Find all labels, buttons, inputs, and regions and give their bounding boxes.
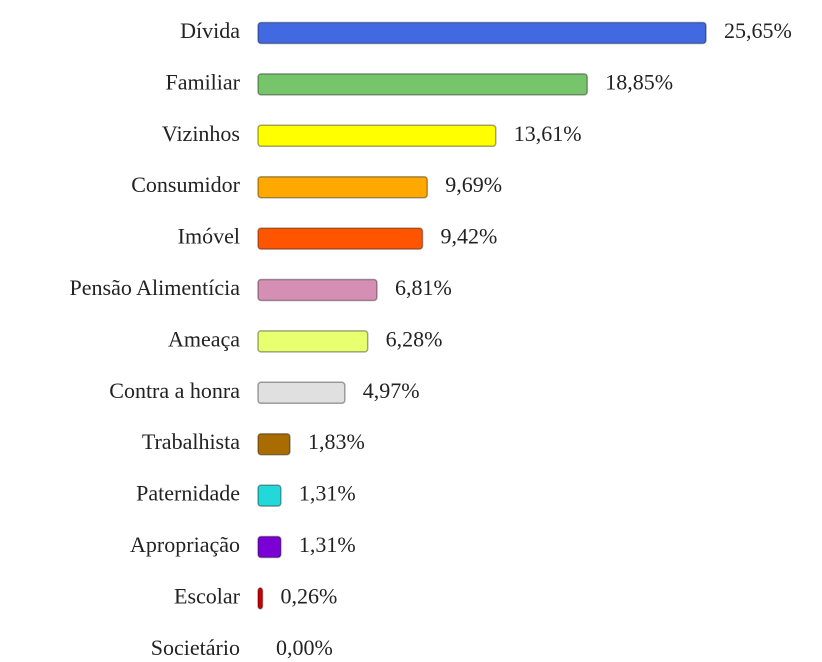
bar: [257, 21, 707, 45]
value-label: 13,61%: [514, 121, 582, 146]
value-label: 18,85%: [605, 69, 673, 94]
bar: [257, 175, 428, 199]
bar: [257, 432, 291, 456]
value-label: 9,69%: [445, 172, 502, 197]
category-label: Vizinhos: [162, 121, 240, 146]
bar: [257, 535, 282, 559]
category-label: Consumidor: [131, 172, 240, 197]
category-label: Apropriação: [130, 532, 240, 557]
category-label: Familiar: [165, 69, 240, 94]
category-label: Trabalhista: [142, 429, 240, 454]
value-label: 25,65%: [724, 18, 792, 43]
category-label: Dívida: [180, 18, 240, 43]
bar: [257, 73, 588, 96]
category-label: Paternidade: [136, 481, 240, 506]
bar: [257, 484, 282, 507]
value-label: 6,81%: [395, 275, 452, 300]
bar: [257, 587, 264, 610]
value-label: 1,31%: [299, 481, 356, 506]
bar: [257, 227, 424, 250]
category-label: Escolar: [174, 583, 241, 608]
bar: [257, 381, 346, 405]
bar: [257, 124, 497, 148]
value-label: 1,83%: [308, 429, 365, 454]
category-label: Imóvel: [178, 224, 240, 249]
category-label: Ameaça: [168, 326, 240, 351]
bar: [257, 278, 378, 302]
category-label: Pensão Alimentícia: [70, 275, 241, 300]
value-label: 0,00%: [276, 635, 333, 660]
category-label: Societário: [151, 635, 240, 660]
value-label: 0,26%: [281, 583, 338, 608]
value-label: 9,42%: [441, 224, 498, 249]
value-label: 6,28%: [386, 326, 443, 351]
value-label: 4,97%: [363, 378, 420, 403]
value-label: 1,31%: [299, 532, 356, 557]
bar: [257, 330, 369, 353]
category-label: Contra a honra: [109, 378, 240, 403]
